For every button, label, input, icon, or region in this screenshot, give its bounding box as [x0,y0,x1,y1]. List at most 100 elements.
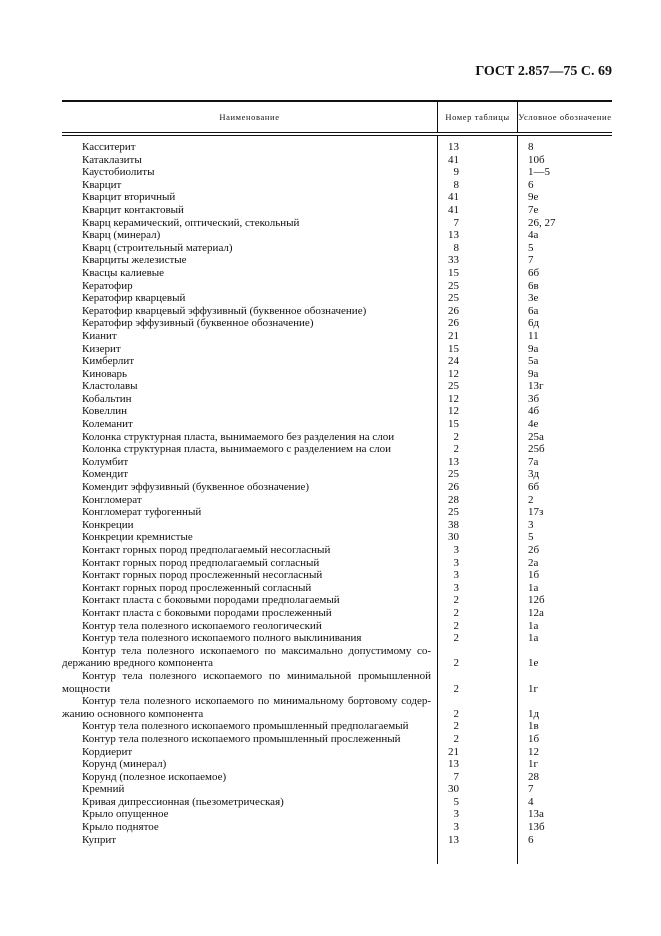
row-name-line: Кератофир кварцевый [82,292,186,305]
row-name-line: Кианит [82,329,117,342]
row-symbol: 6б [528,481,540,494]
row-table-number: 41 [448,203,459,216]
row-table-number-cell: 28 [437,493,517,507]
row-table-number: 26 [448,317,459,330]
row-table-number-cell: 3 [437,569,517,582]
row-symbol: 5 [528,531,534,544]
table-row: Кизерит 15 9а [62,342,612,356]
row-symbol: 6б [528,266,540,279]
row-symbol: 13б [528,821,545,834]
row-symbol: 1—5 [528,166,550,179]
row-table-number: 12 [448,367,459,380]
row-name: Кремний [62,783,437,796]
table-row: Кластолавы 25 13г [62,380,612,393]
row-name-line: Колумбит [82,455,129,468]
row-table-number-cell: 13 [437,758,517,771]
row-table-number: 25 [448,292,459,305]
row-table-number-cell: 41 [437,191,517,204]
row-symbol: 1а [528,581,539,594]
table-row: Колонка структурная пласта, вынимаемого … [62,430,612,444]
row-name-line: Кератофир [82,279,133,292]
row-table-number-cell: 3 [437,821,517,834]
row-symbol: 1в [528,720,539,733]
row-name-line: Комендит [82,468,129,481]
row-symbol: 1б [528,569,540,582]
row-table-number-cell: 13 [437,833,517,847]
row-symbol: 25б [528,443,545,456]
row-name-line: Крыло опущенное [82,808,169,821]
row-name: Колумбит [62,456,437,469]
row-table-number: 15 [448,342,459,355]
row-name: Кизерит [62,343,437,356]
row-table-number: 24 [448,355,459,368]
row-table-number: 2 [453,619,460,632]
row-table-number: 2 [453,720,460,733]
table-row: Кварцит 8 6 [62,178,612,192]
row-name: Крыло опущенное [62,808,437,821]
row-symbol: 3д [528,468,540,481]
row-table-number-cell: 8 [437,178,517,192]
row-symbol: 3е [528,292,539,305]
row-symbol-cell: 1д [517,695,612,721]
table-row: Конкреции 38 3 [62,518,612,532]
row-name: Кварц (минерал) [62,229,437,242]
row-name-line: Корунд (минерал) [82,758,167,771]
table-row: Комендит эффузивный (буквенное обозначен… [62,481,612,494]
table-row: Крыло поднятое 3 13б [62,821,612,834]
row-symbol: 6в [528,279,539,292]
row-name: Контакт горных пород прослеженный соглас… [62,582,437,595]
row-table-number: 13 [448,455,459,468]
row-table-number: 2 [453,657,460,670]
row-name-line: Корунд (полезное ископаемое) [82,770,227,783]
table-row: Кератофир эффузивный (буквенное обозначе… [62,317,612,330]
row-table-number: 13 [448,833,459,846]
row-name: Кордиерит [62,746,437,759]
row-symbol: 6д [528,317,540,330]
row-table-number-cell: 26 [437,481,517,494]
row-table-number-cell: 3 [437,556,517,570]
row-name: Кератофир [62,280,437,293]
row-symbol: 11 [528,329,539,342]
row-symbol-cell: 8 [517,141,612,154]
row-name-line: Конгломерат туфогенный [82,506,202,519]
row-name: Ковеллин [62,405,437,418]
row-name-line: Контур тела полезного ископаемого промыш… [82,732,401,745]
row-table-number: 21 [448,329,459,342]
row-symbol: 4б [528,405,540,418]
row-name: Контакт горных пород предполагаемый согл… [62,557,437,570]
row-symbol-cell: 1а [517,632,612,645]
row-name: Конкреции [62,519,437,532]
row-symbol-cell: 4б [517,405,612,419]
row-table-number-cell: 2 [437,695,517,721]
row-table-number-cell: 2 [437,606,517,620]
row-name: Контур тела полезного ископаемого полног… [62,632,437,645]
row-symbol-cell: 3д [517,468,612,482]
row-symbol-cell: 2б [517,544,612,557]
row-name: Контакт пласта с боковыми породами предп… [62,594,437,607]
table-row: Колумбит 13 7а [62,455,612,469]
table-row: Кварциты железистые 33 7 [62,254,612,267]
table-row: Крыло опущенное 3 13а [62,808,612,822]
row-table-number-cell: 9 [437,166,517,179]
row-symbol: 2а [528,556,539,569]
row-table-number-cell: 3 [437,581,517,595]
row-name: Киноварь [62,368,437,381]
row-table-number-cell: 5 [437,795,517,809]
row-symbol: 12а [528,606,544,619]
table-row: Кремний 30 7 [62,783,612,796]
row-symbol: 9а [528,342,539,355]
row-symbol-cell: 1а [517,581,612,595]
row-name-line: Кордиерит [82,745,133,758]
row-table-number: 2 [453,732,460,745]
row-table-number-cell: 25 [437,506,517,519]
row-symbol: 1г [528,682,539,695]
row-name-line: Кластолавы [82,380,138,393]
row-name: Контакт горных пород прослеженный несогл… [62,569,437,582]
row-name-line: Контур тела полезного ископаемого промыш… [82,720,409,733]
row-table-number: 3 [453,556,460,569]
header-symbol: Условное обозначение [517,102,612,132]
row-table-number: 3 [453,569,460,582]
row-symbol-cell: 4е [517,418,612,431]
row-table-number-cell: 30 [437,783,517,796]
row-table-number: 5 [453,795,460,808]
